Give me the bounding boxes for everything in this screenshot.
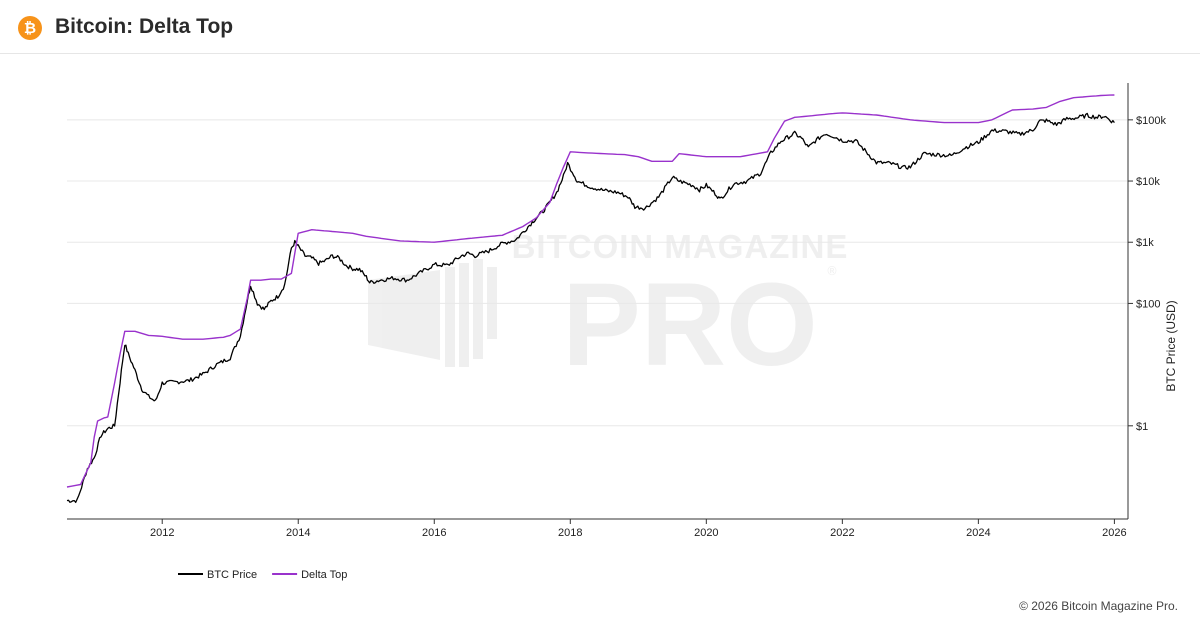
chart-container: BITCOIN MAGAZINE PRO ® $1 $100 $1k $10k $100…: [0, 55, 1200, 619]
x-tick-label: 2014: [286, 527, 310, 539]
series-line-btc-price: [66, 112, 1115, 504]
x-tick-label: 2018: [558, 527, 582, 539]
legend-label: BTC Price: [207, 569, 257, 581]
y-tick-label: $1k: [1136, 237, 1154, 249]
x-tick-label: 2020: [694, 527, 718, 539]
x-tick-label: 2012: [150, 527, 174, 539]
axes: $1 $100 $1k $10k $100k 2012 2014 2016 2018 2020 20…: [67, 83, 1178, 539]
watermark-line1: BITCOIN MAGAZINE: [512, 228, 849, 265]
watermark-logo-icon: [368, 259, 497, 367]
x-tick-label: 2026: [1102, 527, 1126, 539]
y-tick-label: $100: [1136, 298, 1160, 310]
x-tick-label: 2016: [422, 527, 446, 539]
watermark-line2: PRO: [562, 259, 818, 391]
page-header: ₿ Bitcoin: Delta Top: [0, 0, 1200, 54]
legend-item[interactable]: Delta Top: [272, 569, 347, 581]
y-tick-label: $1: [1136, 421, 1148, 433]
series-group: [66, 94, 1115, 504]
x-tick-label: 2024: [966, 527, 990, 539]
copyright-text: © 2026 Bitcoin Magazine Pro.: [1019, 599, 1178, 613]
watermark-registered: ®: [826, 264, 838, 278]
legend: BTC Price Delta Top: [178, 569, 347, 581]
watermark: BITCOIN MAGAZINE PRO ®: [368, 228, 849, 391]
page-title: Bitcoin: Delta Top: [55, 15, 234, 38]
grid: [67, 119, 1128, 427]
legend-item[interactable]: BTC Price: [178, 569, 257, 581]
y-tick-label: $10k: [1136, 176, 1160, 188]
y-tick-label: $100k: [1136, 115, 1166, 127]
series-line-delta-top: [66, 94, 1115, 488]
legend-label: Delta Top: [301, 569, 347, 581]
delta-top-chart: BITCOIN MAGAZINE PRO ® $1 $100 $1k $10k $100…: [66, 83, 1178, 581]
bitcoin-logo-icon: ₿: [18, 16, 42, 40]
y-axis-title: BTC Price (USD): [1164, 300, 1178, 391]
x-tick-label: 2022: [830, 527, 854, 539]
